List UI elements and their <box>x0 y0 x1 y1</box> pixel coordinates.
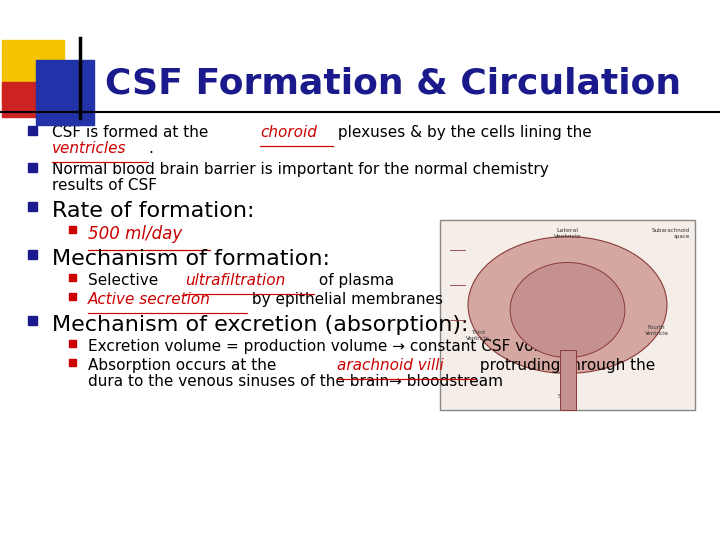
Text: Normal blood brain barrier is important for the normal chemistry: Normal blood brain barrier is important … <box>52 162 549 177</box>
Text: dura to the venous sinuses of the brain→ bloodstream: dura to the venous sinuses of the brain→… <box>88 374 503 389</box>
Text: Selective: Selective <box>88 273 163 288</box>
Text: .: . <box>148 141 153 156</box>
Bar <box>440 220 695 410</box>
Bar <box>27 163 37 172</box>
Text: Mechanism of excretion (absorption):: Mechanism of excretion (absorption): <box>52 315 469 335</box>
Text: Excretion volume = production volume → constant CSF volume: Excretion volume = production volume → c… <box>88 339 572 354</box>
Bar <box>27 202 37 211</box>
Bar <box>68 359 76 366</box>
Text: Lateral
Ventricle: Lateral Ventricle <box>554 228 581 239</box>
Ellipse shape <box>510 262 625 357</box>
Bar <box>27 126 37 135</box>
Text: Spinal
cord: Spinal cord <box>558 394 577 405</box>
Text: 500 ml/day: 500 ml/day <box>88 225 182 243</box>
Text: choroid: choroid <box>260 125 317 140</box>
Bar <box>36 60 94 125</box>
Text: CSF is formed at the: CSF is formed at the <box>52 125 213 140</box>
Bar <box>68 274 76 281</box>
Text: results of CSF: results of CSF <box>52 178 157 193</box>
Ellipse shape <box>468 237 667 373</box>
Text: Rate of formation:: Rate of formation: <box>52 201 254 221</box>
Bar <box>27 250 37 259</box>
Text: Third
Ventricle: Third Ventricle <box>467 330 490 341</box>
Bar <box>2 82 46 117</box>
Text: Subarachnoid
space: Subarachnoid space <box>652 228 690 239</box>
Text: plexuses & by the cells lining the: plexuses & by the cells lining the <box>333 125 593 140</box>
Bar <box>559 350 575 410</box>
Text: Absorption occurs at the: Absorption occurs at the <box>88 358 282 373</box>
Text: arachnoid villi: arachnoid villi <box>338 358 444 373</box>
Bar <box>27 316 37 325</box>
Text: of plasma: of plasma <box>315 273 395 288</box>
Bar <box>2 40 64 102</box>
Bar <box>68 340 76 347</box>
Text: ultrafiltration: ultrafiltration <box>185 273 285 288</box>
Text: by epithelial membranes: by epithelial membranes <box>246 292 443 307</box>
Text: protruding through the: protruding through the <box>475 358 655 373</box>
Text: ventricles: ventricles <box>52 141 127 156</box>
Bar <box>68 226 76 233</box>
Text: CSF Formation & Circulation: CSF Formation & Circulation <box>105 67 681 101</box>
Bar <box>68 293 76 300</box>
Text: Mechanism of formation:: Mechanism of formation: <box>52 249 330 269</box>
Text: Fourth
Ventricle: Fourth Ventricle <box>644 325 669 336</box>
Text: Active secretion: Active secretion <box>88 292 211 307</box>
